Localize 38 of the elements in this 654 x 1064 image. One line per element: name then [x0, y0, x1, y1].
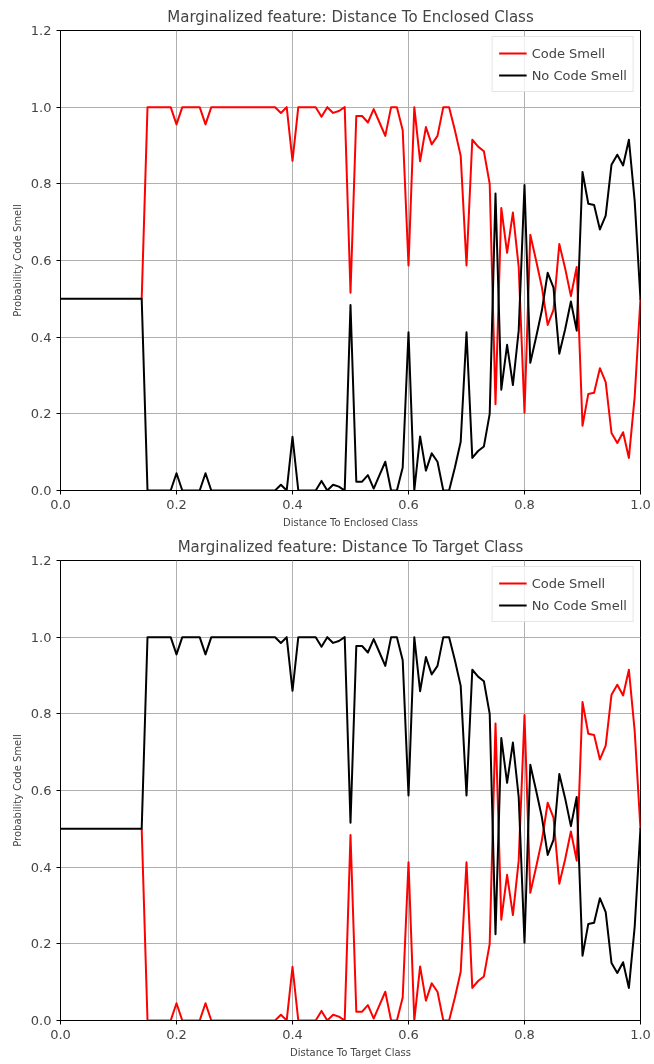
y-tick-label: 0.6	[30, 253, 52, 268]
x-tick-label: 0.8	[514, 1026, 535, 1042]
line-series	[140, 106, 641, 459]
x-axis-title: Distance To Enclosed Class	[283, 516, 418, 528]
x-tick-label: 1.0	[630, 496, 651, 512]
y-tick-label: 0.4	[30, 859, 52, 875]
y-axis-title: Probability Code Smell	[11, 734, 23, 847]
y-tick-label: 0.4	[30, 329, 52, 345]
chart-title: Marginalized feature: Distance To Target Class	[177, 537, 524, 556]
legend-label: No Code Smell	[531, 597, 627, 613]
x-tick-label: 0.0	[50, 496, 71, 512]
x-tick-label: 0.6	[398, 496, 419, 512]
x-tick-label: 0.4	[282, 496, 303, 512]
y-tick-label: 0.0	[30, 483, 52, 498]
x-tick-label: 1.0	[630, 1026, 651, 1042]
chart-title: Marginalized feature: Distance To Enclosed Class	[167, 7, 534, 26]
y-tick-label: 1.0	[30, 629, 52, 645]
y-tick-label: 0.8	[30, 706, 52, 722]
x-tick-label: 0.6	[398, 1026, 419, 1042]
x-tick-label: 0.8	[514, 496, 535, 512]
y-tick-label: 0.2	[30, 936, 52, 952]
x-tick-label: 0.0	[50, 1026, 71, 1042]
line-series	[140, 668, 641, 1021]
x-axis-title: Distance To Target Class	[289, 1046, 412, 1058]
x-tick-label: 0.4	[282, 1026, 303, 1042]
legend-label: No Code Smell	[531, 67, 627, 83]
y-tick-label: 1.2	[30, 23, 52, 38]
y-tick-label: 0.6	[30, 783, 52, 798]
y-tick-label: 0.2	[30, 406, 52, 422]
y-tick-label: 0.0	[30, 1013, 52, 1028]
y-axis-title: Probability Code Smell	[11, 204, 23, 317]
y-tick-label: 1.0	[30, 99, 52, 115]
legend-label: Code Smell	[531, 45, 606, 61]
y-tick-label: 0.8	[30, 176, 52, 192]
x-tick-label: 0.2	[166, 1026, 187, 1042]
x-tick-label: 0.2	[166, 496, 187, 512]
y-tick-label: 1.2	[30, 553, 52, 568]
legend-label: Code Smell	[531, 575, 606, 591]
